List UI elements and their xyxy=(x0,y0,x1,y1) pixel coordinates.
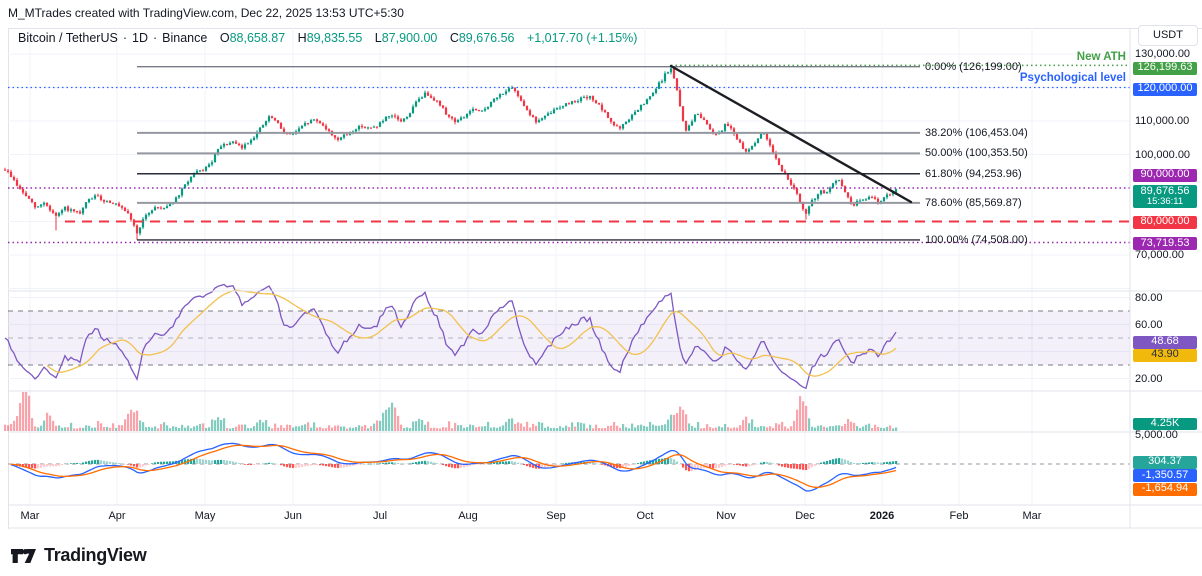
round-level-90k-badge: 90,000.00 xyxy=(1133,168,1197,182)
psych-level-badge: 120,000.00 xyxy=(1133,82,1197,96)
rsi-value-badge: 48.68 xyxy=(1133,336,1197,349)
month-label: May xyxy=(194,510,216,522)
month-label: Sep xyxy=(546,510,566,522)
macd-line-badge: -1,350.57 xyxy=(1133,469,1197,482)
month-label: Jul xyxy=(372,510,388,522)
legend-separator: · xyxy=(122,31,127,45)
panel-borders xyxy=(8,28,1202,529)
fib-retracement[interactable] xyxy=(137,66,920,241)
month-label: Feb xyxy=(949,510,969,522)
month-label: Dec xyxy=(795,510,815,522)
month-label: 2026 xyxy=(869,510,895,522)
axis-tick-label: 20.00 xyxy=(1135,372,1163,385)
axis-tick-label: 130,000.00 xyxy=(1135,48,1191,60)
change-value: +1,017.70 (+1.15%) xyxy=(526,31,638,45)
red-level-80k-badge: 80,000.00 xyxy=(1133,215,1197,229)
axis-tick-label: 70,000.00 xyxy=(1135,249,1184,261)
rsi-ma-badge: 43.90 xyxy=(1133,349,1197,362)
month-label: Nov xyxy=(716,510,736,522)
volume-badge: 4.25K xyxy=(1133,417,1197,430)
tradingview-logo-mark-icon xyxy=(11,548,36,563)
macd-hist-badge: 304.37 xyxy=(1133,455,1197,469)
symbol-title[interactable]: Bitcoin / TetherUS xyxy=(18,31,118,45)
countdown-timer: 15:36:11 xyxy=(1146,196,1184,208)
grid xyxy=(8,28,1130,505)
time-axis[interactable]: Mar Apr May Jun Jul Aug Sep Oct Nov Dec 2026 Feb Mar xyxy=(8,506,1130,528)
month-label: Apr xyxy=(108,510,126,522)
ohlc-close: C89,676.56 xyxy=(449,31,515,45)
tradingview-logo[interactable]: TradingView xyxy=(10,545,147,566)
current-price-badge: 89,676.56 15:36:11 xyxy=(1133,185,1197,208)
axis-tick-label: 60.00 xyxy=(1135,318,1163,331)
month-label: Aug xyxy=(458,510,478,522)
axis-tick-label: 5,000.00 xyxy=(1135,428,1178,441)
ohlc-open: O88,658.87 xyxy=(219,31,286,45)
tradingview-logo-text: TradingView xyxy=(44,545,147,565)
level-lines[interactable] xyxy=(8,64,1130,244)
month-label: Oct xyxy=(636,510,654,522)
macd-pane xyxy=(8,442,1130,492)
ohlc-high: H89,835.55 xyxy=(297,31,363,45)
legend-separator: · xyxy=(152,31,158,45)
month-label: Mar xyxy=(20,510,40,522)
chart-frame xyxy=(8,28,1202,529)
month-label: Mar xyxy=(1022,510,1042,522)
exchange-label[interactable]: Binance xyxy=(162,31,208,45)
currency-toggle-button[interactable]: USDT xyxy=(1138,25,1198,46)
trend-line[interactable] xyxy=(669,64,913,204)
fib-100-price-badge: 73,719.53 xyxy=(1133,237,1197,250)
rsi-pane xyxy=(4,283,1130,390)
macd-signal-badge: -1,654.94 xyxy=(1133,482,1197,496)
ohlc-low: L87,900.00 xyxy=(374,31,438,45)
month-label: Jun xyxy=(284,510,302,522)
axis-tick-label: 110,000.00 xyxy=(1135,115,1190,127)
price-axis[interactable]: 130,000.00 110,000.00 100,000.00 70,000.00 8… xyxy=(1131,28,1202,530)
interval-label[interactable]: 1D xyxy=(132,31,148,45)
new-ath-price-badge: 126,199.63 xyxy=(1133,61,1197,75)
axis-tick-label: 80.00 xyxy=(1135,291,1163,304)
symbol-legend[interactable]: Bitcoin / TetherUS · 1D · Binance O88,658.87… xyxy=(18,31,637,45)
attribution-text: M_MTrades created with TradingView.com, … xyxy=(8,6,404,20)
volume-series xyxy=(4,392,898,431)
axis-tick-label: 100,000.00 xyxy=(1135,148,1191,161)
